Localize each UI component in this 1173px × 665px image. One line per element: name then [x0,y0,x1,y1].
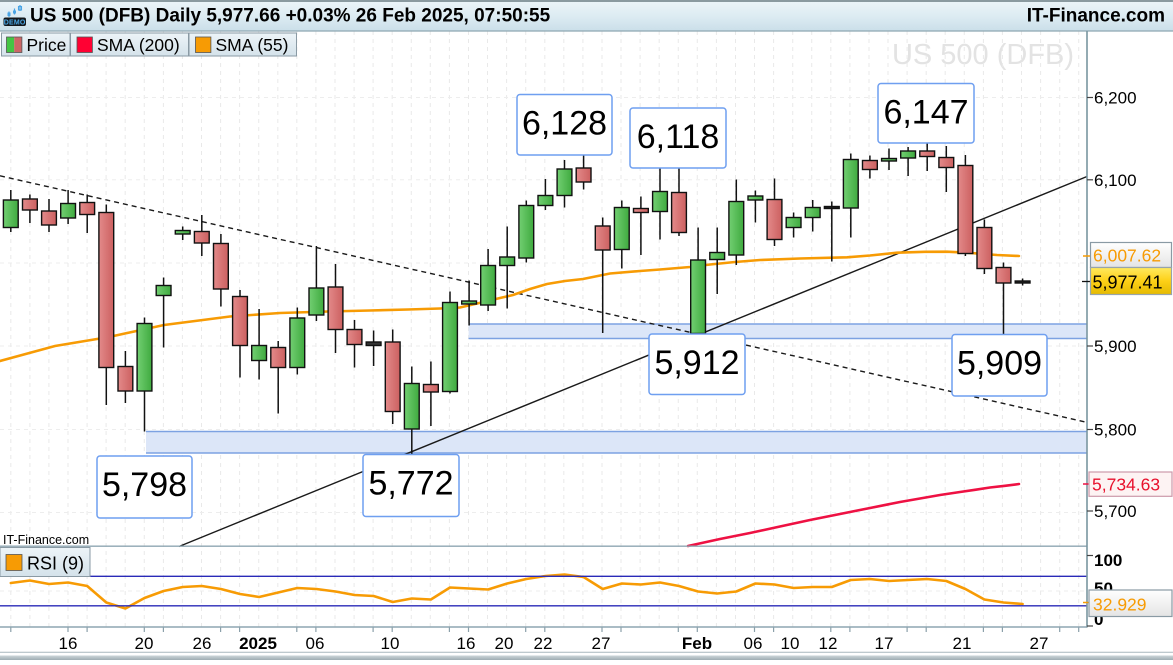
svg-text:IT-Finance.com: IT-Finance.com [3,533,89,547]
svg-text:5,800: 5,800 [1094,421,1137,440]
svg-text:27: 27 [592,634,611,653]
svg-text:6,147: 6,147 [883,94,968,132]
svg-text:5,798: 5,798 [102,466,187,504]
svg-text:27: 27 [1030,634,1049,653]
svg-text:06: 06 [306,634,325,653]
svg-text:6,007.62: 6,007.62 [1093,246,1161,266]
svg-text:US 500 (DFB) Daily 5,977.66 +0: US 500 (DFB) Daily 5,977.66 +0.03% 26 Fe… [30,6,551,27]
svg-text:100: 100 [1094,551,1122,570]
svg-text:DEMO: DEMO [4,19,26,26]
svg-text:26: 26 [193,634,212,653]
svg-text:5,977.41: 5,977.41 [1093,273,1163,293]
svg-text:5,912: 5,912 [654,344,739,382]
svg-text:32.929: 32.929 [1093,595,1147,615]
svg-text:SMA (55): SMA (55) [216,35,289,55]
svg-text:20: 20 [135,634,154,653]
svg-text:2025: 2025 [239,634,277,653]
svg-text:6,200: 6,200 [1094,89,1137,108]
svg-text:21: 21 [953,634,972,653]
svg-text:10: 10 [381,634,400,653]
svg-text:Feb: Feb [682,634,712,653]
svg-text:6,118: 6,118 [637,118,720,156]
svg-text:5,734.63: 5,734.63 [1092,475,1160,495]
svg-text:16: 16 [59,634,78,653]
svg-text:RSI (9): RSI (9) [27,554,84,574]
svg-text:06: 06 [744,634,763,653]
svg-text:6,100: 6,100 [1094,171,1137,190]
svg-text:16: 16 [457,634,476,653]
svg-text:22: 22 [534,634,553,653]
svg-text:5,900: 5,900 [1094,337,1137,356]
svg-text:20: 20 [495,634,514,653]
svg-text:IT-Finance.com: IT-Finance.com [1027,6,1165,27]
svg-text:0: 0 [1094,610,1103,629]
svg-text:12: 12 [819,634,838,653]
svg-text:SMA (200): SMA (200) [97,35,180,55]
svg-text:Price: Price [27,35,67,55]
svg-text:17: 17 [875,634,894,653]
svg-text:5,772: 5,772 [368,465,453,503]
svg-text:5,909: 5,909 [957,345,1042,383]
svg-text:6,128: 6,128 [522,105,607,143]
svg-text:10: 10 [781,634,800,653]
svg-text:5,700: 5,700 [1094,502,1137,521]
